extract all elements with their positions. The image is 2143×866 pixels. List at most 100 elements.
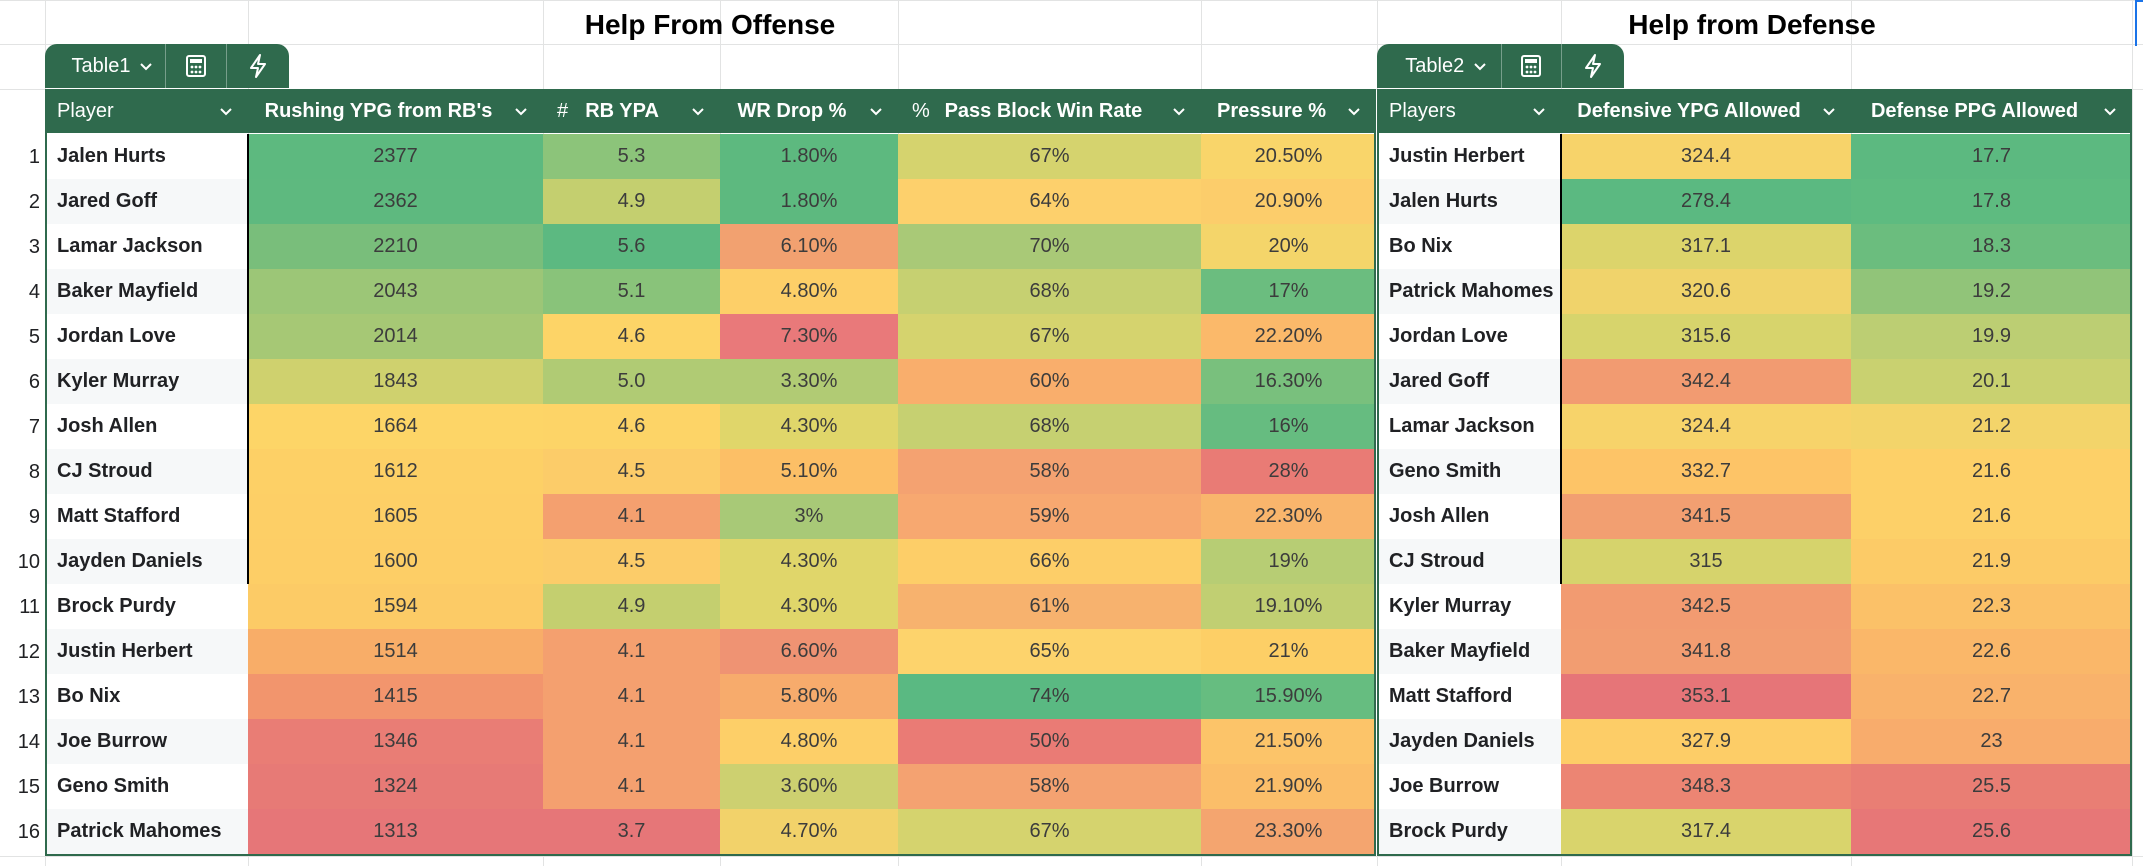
offense-column-header[interactable]: Pressure % <box>1201 89 1376 133</box>
table-cell[interactable]: 1.80% <box>720 179 898 224</box>
chevron-down-icon[interactable] <box>509 103 533 119</box>
player-name-cell[interactable]: Jordan Love <box>45 314 248 359</box>
table-cell[interactable]: 19.10% <box>1201 584 1376 629</box>
table-cell[interactable]: 1605 <box>248 494 543 539</box>
table-cell[interactable]: 68% <box>898 404 1201 449</box>
player-name-cell[interactable]: Matt Stafford <box>45 494 248 539</box>
row-number[interactable]: 15 <box>17 776 40 798</box>
table-cell[interactable]: 317.4 <box>1561 809 1851 854</box>
table-cell[interactable]: 5.0 <box>543 359 720 404</box>
table-cell[interactable]: 64% <box>898 179 1201 224</box>
table-cell[interactable]: 20.1 <box>1851 359 2132 404</box>
table-cell[interactable]: 317.1 <box>1561 224 1851 269</box>
table-cell[interactable]: 19.2 <box>1851 269 2132 314</box>
table-cell[interactable]: 22.3 <box>1851 584 2132 629</box>
table-cell[interactable]: 20.50% <box>1201 134 1376 179</box>
table-cell[interactable]: 1843 <box>248 359 543 404</box>
defense-column-header[interactable]: Defensive YPG Allowed <box>1561 89 1851 133</box>
table-cell[interactable]: 2014 <box>248 314 543 359</box>
table-cell[interactable]: 22.20% <box>1201 314 1376 359</box>
table-cell[interactable]: 3.7 <box>543 809 720 854</box>
table-cell[interactable]: 342.5 <box>1561 584 1851 629</box>
table-cell[interactable]: 4.9 <box>543 584 720 629</box>
table-cell[interactable]: 20% <box>1201 224 1376 269</box>
table-cell[interactable]: 2043 <box>248 269 543 314</box>
lightning-icon[interactable] <box>227 44 289 88</box>
chevron-down-icon[interactable] <box>2098 103 2122 119</box>
table-cell[interactable]: 4.5 <box>543 539 720 584</box>
offense-column-header[interactable]: % Pass Block Win Rate <box>898 89 1201 133</box>
table-cell[interactable]: 2210 <box>248 224 543 269</box>
row-number[interactable]: 4 <box>28 281 40 303</box>
player-name-cell[interactable]: Kyler Murray <box>45 359 248 404</box>
table-cell[interactable]: 315 <box>1561 539 1851 584</box>
chevron-down-icon[interactable] <box>138 58 154 74</box>
table-cell[interactable]: 23 <box>1851 719 2132 764</box>
calculator-icon[interactable] <box>1502 44 1563 88</box>
table-cell[interactable]: 61% <box>898 584 1201 629</box>
table-cell[interactable]: 7.30% <box>720 314 898 359</box>
table-cell[interactable]: 66% <box>898 539 1201 584</box>
table-cell[interactable]: 3.60% <box>720 764 898 809</box>
player-name-cell[interactable]: Joe Burrow <box>1377 764 1561 809</box>
table-cell[interactable]: 21.6 <box>1851 494 2132 539</box>
table-cell[interactable]: 58% <box>898 764 1201 809</box>
table-cell[interactable]: 19% <box>1201 539 1376 584</box>
table-cell[interactable]: 6.60% <box>720 629 898 674</box>
table-cell[interactable]: 1324 <box>248 764 543 809</box>
table-cell[interactable]: 21% <box>1201 629 1376 674</box>
player-name-cell[interactable]: Jordan Love <box>1377 314 1561 359</box>
table-cell[interactable]: 4.1 <box>543 629 720 674</box>
table-cell[interactable]: 4.5 <box>543 449 720 494</box>
table-cell[interactable]: 25.6 <box>1851 809 2132 854</box>
table-cell[interactable]: 25.5 <box>1851 764 2132 809</box>
row-number[interactable]: 12 <box>17 641 40 663</box>
player-name-cell[interactable]: Kyler Murray <box>1377 584 1561 629</box>
offense-column-header[interactable]: Player <box>45 89 248 133</box>
table-cell[interactable]: 17% <box>1201 269 1376 314</box>
table-cell[interactable]: 4.1 <box>543 674 720 719</box>
chevron-down-icon[interactable] <box>1817 103 1841 119</box>
defense-column-header[interactable]: Players <box>1377 89 1561 133</box>
table-cell[interactable]: 1600 <box>248 539 543 584</box>
player-name-cell[interactable]: Jayden Daniels <box>1377 719 1561 764</box>
table-cell[interactable]: 1612 <box>248 449 543 494</box>
row-number[interactable]: 8 <box>28 461 40 483</box>
table-cell[interactable]: 19.9 <box>1851 314 2132 359</box>
player-name-cell[interactable]: Jalen Hurts <box>45 134 248 179</box>
table-cell[interactable]: 1664 <box>248 404 543 449</box>
chevron-down-icon[interactable] <box>1472 58 1488 74</box>
player-name-cell[interactable]: Josh Allen <box>45 404 248 449</box>
table-cell[interactable]: 15.90% <box>1201 674 1376 719</box>
player-name-cell[interactable]: Baker Mayfield <box>1377 629 1561 674</box>
player-name-cell[interactable]: Bo Nix <box>1377 224 1561 269</box>
table-cell[interactable]: 67% <box>898 809 1201 854</box>
player-name-cell[interactable]: Patrick Mahomes <box>45 809 248 854</box>
table-cell[interactable]: 341.5 <box>1561 494 1851 539</box>
player-name-cell[interactable]: Lamar Jackson <box>1377 404 1561 449</box>
chevron-down-icon[interactable] <box>1342 103 1366 119</box>
table-cell[interactable]: 22.30% <box>1201 494 1376 539</box>
offense-column-header[interactable]: Rushing YPG from RB's <box>248 89 543 133</box>
player-name-cell[interactable]: Jayden Daniels <box>45 539 248 584</box>
table-cell[interactable]: 18.3 <box>1851 224 2132 269</box>
table-cell[interactable]: 21.90% <box>1201 764 1376 809</box>
player-name-cell[interactable]: Justin Herbert <box>45 629 248 674</box>
offense-column-header[interactable]: WR Drop % <box>720 89 898 133</box>
row-number[interactable]: 11 <box>19 596 40 618</box>
table-cell[interactable]: 74% <box>898 674 1201 719</box>
player-name-cell[interactable]: Jalen Hurts <box>1377 179 1561 224</box>
player-name-cell[interactable]: CJ Stroud <box>45 449 248 494</box>
table-cell[interactable]: 327.9 <box>1561 719 1851 764</box>
row-number[interactable]: 2 <box>28 191 40 213</box>
player-name-cell[interactable]: Joe Burrow <box>45 719 248 764</box>
row-number[interactable]: 9 <box>28 506 40 528</box>
player-name-cell[interactable]: Baker Mayfield <box>45 269 248 314</box>
player-name-cell[interactable]: CJ Stroud <box>1377 539 1561 584</box>
player-name-cell[interactable]: Josh Allen <box>1377 494 1561 539</box>
table-cell[interactable]: 320.6 <box>1561 269 1851 314</box>
table-cell[interactable]: 4.9 <box>543 179 720 224</box>
table-cell[interactable]: 1594 <box>248 584 543 629</box>
player-name-cell[interactable]: Brock Purdy <box>45 584 248 629</box>
row-number[interactable]: 3 <box>28 236 40 258</box>
